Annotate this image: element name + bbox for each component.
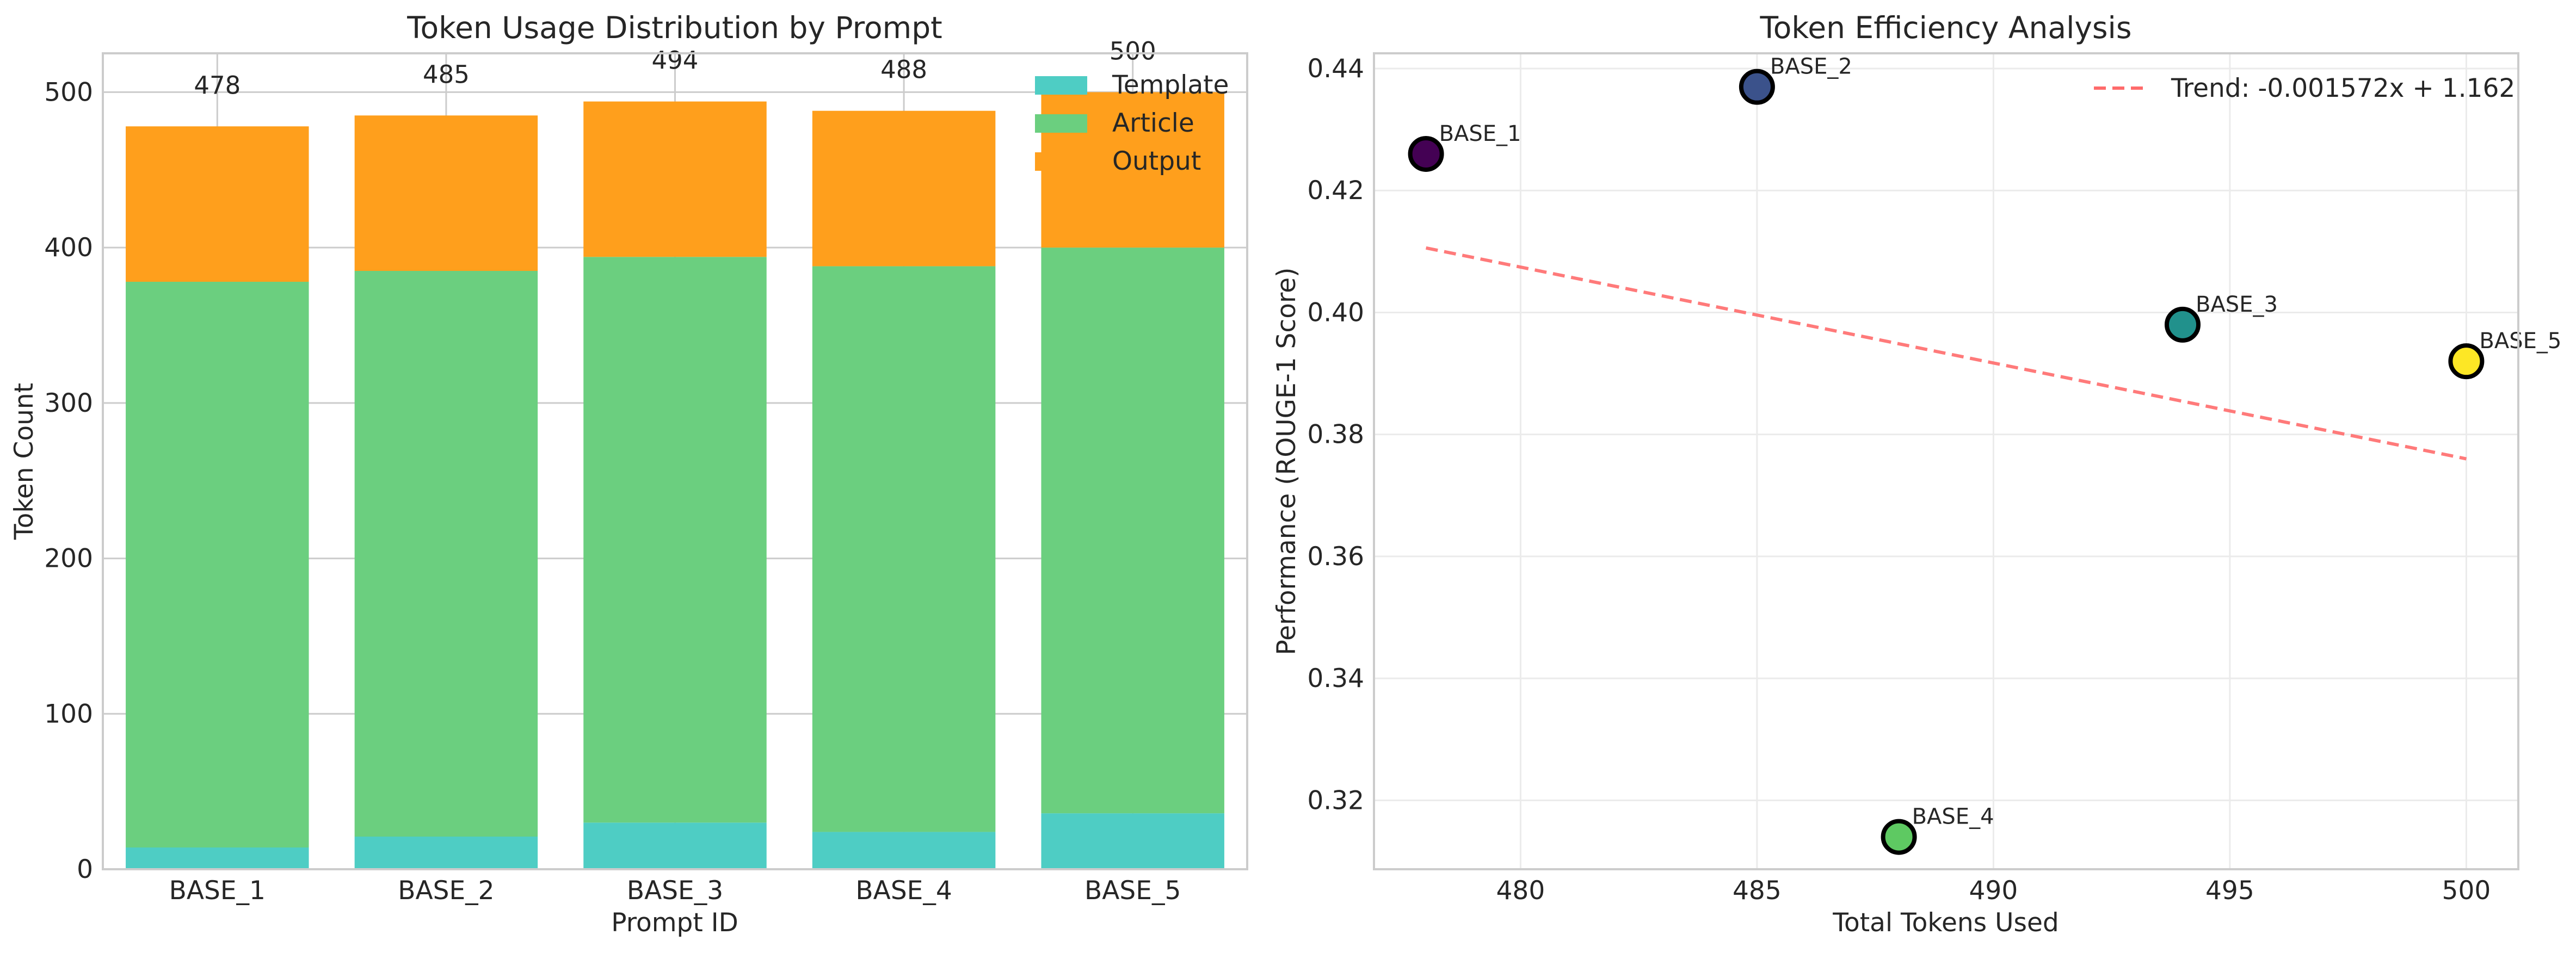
scatter-chart-frame [1373, 52, 2519, 870]
scatter-point-label: BASE_2 [1770, 54, 1852, 79]
bar-total-label: 485 [423, 60, 470, 89]
scatter-x-tick-label: 500 [2442, 876, 2491, 906]
scatter-chart-y-ticks: 0.32 0.34 0.36 0.38 0.40 0.42 0.44 [1307, 54, 1364, 815]
scatter-point-label: BASE_4 [1912, 805, 1994, 830]
bar-chart-x-axis-label: Prompt ID [611, 908, 738, 938]
scatter-points [1408, 69, 2485, 855]
bar-y-tick-label: 500 [44, 77, 93, 107]
bar-chart-y-axis-label: Token Count [9, 383, 39, 540]
scatter-y-tick-label: 0.34 [1307, 664, 1364, 694]
bar-segment-output [126, 126, 309, 282]
scatter-y-tick-label: 0.42 [1307, 176, 1364, 206]
scatter-y-tick-label: 0.44 [1307, 54, 1364, 84]
scatter-point-label: BASE_5 [2479, 329, 2561, 354]
bar-chart-y-ticks: 0 100 200 300 400 500 [44, 77, 93, 884]
bar-segment-template [583, 822, 767, 869]
scatter-x-tick-label: 490 [1969, 876, 2018, 906]
bar-y-tick-label: 400 [44, 233, 93, 263]
bar-y-tick-label: 0 [77, 855, 93, 884]
bar-total-label: 494 [652, 46, 699, 75]
bar-x-tick-label: BASE_1 [169, 876, 266, 906]
bar-total-label: 478 [194, 71, 241, 100]
bar-chart-title: Token Usage Distribution by Prompt [406, 10, 942, 45]
bar-segment-article [1041, 247, 1224, 814]
scatter-point-label: BASE_3 [2196, 292, 2278, 317]
bar-segment-article [354, 271, 538, 837]
trend-line [1425, 246, 2467, 461]
bar-segment-article [126, 282, 309, 847]
legend-label-template: Template [1112, 70, 1229, 100]
scatter-point-labels: BASE_1 BASE_2 BASE_3 BASE_4 BASE_5 [1439, 54, 2562, 830]
scatter-chart-title: Token Efficiency Analysis [1760, 10, 2132, 45]
bar-chart-legend: Template Article Output [1035, 70, 1229, 176]
scatter-chart-x-axis-label: Total Tokens Used [1832, 908, 2059, 938]
scatter-point-base_2 [1739, 69, 1775, 105]
bar-total-label: 500 [1110, 36, 1156, 65]
scatter-y-tick-label: 0.32 [1307, 785, 1364, 815]
bar-segment-article [583, 257, 767, 823]
bar-total-label: 488 [880, 55, 927, 84]
bar-chart-x-ticks: BASE_1 BASE_2 BASE_3 BASE_4 BASE_5 [169, 876, 1181, 906]
legend-swatch-article [1035, 114, 1087, 133]
bar-x-tick-label: BASE_3 [627, 876, 723, 906]
legend-label-output: Output [1112, 146, 1201, 176]
scatter-y-tick-label: 0.40 [1307, 298, 1364, 327]
scatter-point-base_4 [1881, 819, 1917, 855]
legend-swatch-output [1035, 152, 1087, 171]
bar-y-tick-label: 200 [44, 544, 93, 574]
legend-label-article: Article [1112, 108, 1194, 138]
legend-trend-label: Trend: -0.001572x + 1.162 [2171, 73, 2515, 103]
bar-total-labels: 478 485 494 488 500 [194, 36, 1156, 100]
legend-swatch-template [1035, 76, 1087, 95]
scatter-point-base_5 [2448, 343, 2485, 380]
bar-segment-template [1041, 813, 1224, 869]
bar-segment-output [583, 101, 767, 257]
bar-segment-output [354, 115, 538, 271]
scatter-x-tick-label: 480 [1496, 876, 1545, 906]
bar-segment-output [812, 110, 996, 267]
scatter-chart-x-ticks: 480 485 490 495 500 [1496, 876, 2491, 906]
bar-y-tick-label: 300 [44, 388, 93, 418]
bar-chart-frame [102, 52, 1248, 870]
token-usage-bar-chart: 478 485 494 488 500 BASE_1 BASE_2 BASE_3 BASE_4… [9, 10, 1248, 938]
scatter-point-base_3 [2165, 306, 2201, 343]
bar-chart-bars [126, 92, 1224, 869]
scatter-y-tick-label: 0.38 [1307, 420, 1364, 450]
bar-segment-article [812, 266, 996, 832]
bar-segment-template [812, 832, 996, 869]
scatter-trend-line [1425, 246, 2467, 461]
scatter-x-tick-label: 485 [1733, 876, 1782, 906]
bar-x-tick-label: BASE_5 [1084, 876, 1181, 906]
scatter-chart-y-axis-label: Performance (ROUGE-1 Score) [1272, 267, 1302, 655]
bar-x-tick-label: BASE_2 [398, 876, 494, 906]
bar-segment-template [126, 847, 309, 869]
scatter-y-tick-label: 0.36 [1307, 542, 1364, 572]
scatter-x-tick-label: 495 [2205, 876, 2254, 906]
scatter-point-label: BASE_1 [1439, 121, 1521, 146]
scatter-point-base_1 [1408, 135, 1444, 172]
bar-y-tick-label: 100 [44, 699, 93, 729]
scatter-chart-legend: Trend: -0.001572x + 1.162 [2094, 73, 2515, 103]
token-efficiency-scatter-chart: BASE_1 BASE_2 BASE_3 BASE_4 BASE_5 480 485 490… [1272, 10, 2561, 938]
scatter-chart-grid [1374, 53, 2518, 869]
bar-x-tick-label: BASE_4 [855, 876, 952, 906]
bar-segment-template [354, 837, 538, 869]
